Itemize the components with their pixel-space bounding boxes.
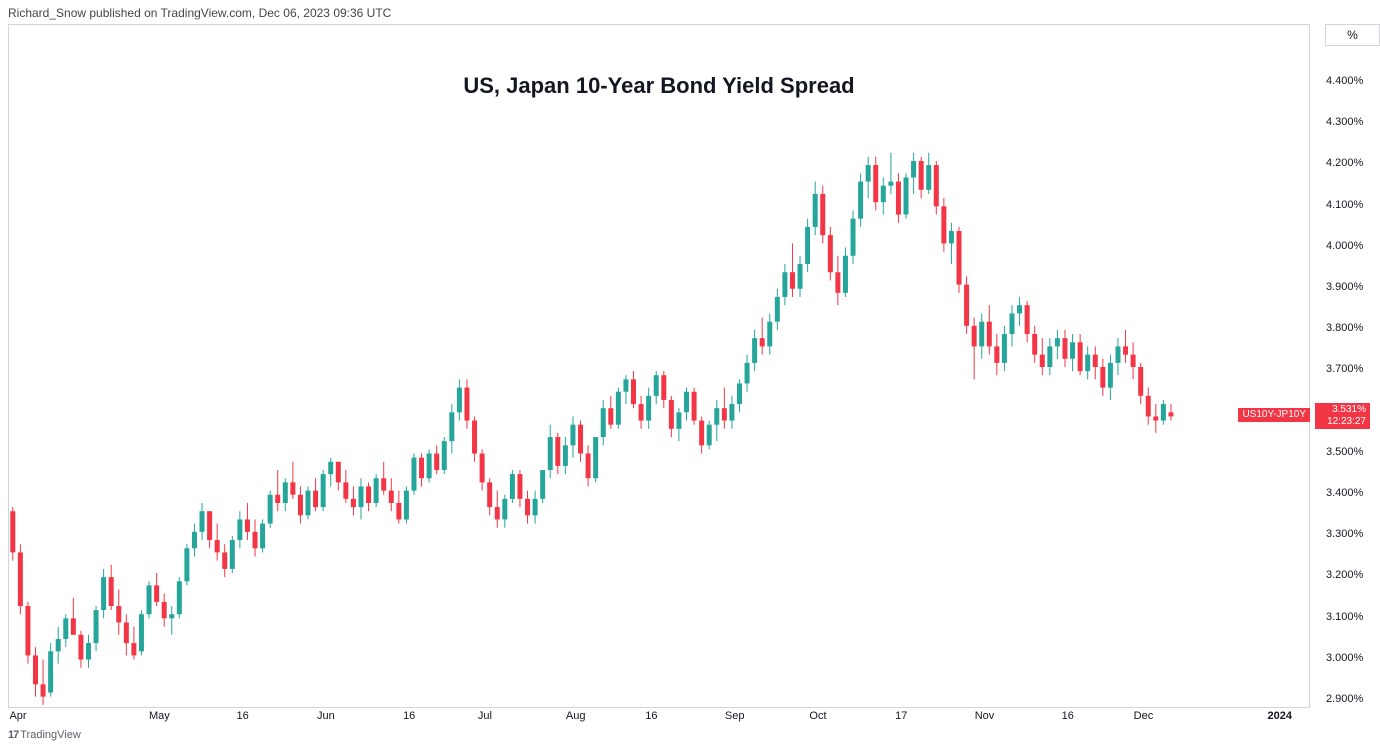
tradingview-logo-icon: 17 (8, 729, 18, 741)
y-axis-tick: 4.300% (1326, 116, 1363, 128)
y-axis-tick: 3.900% (1326, 281, 1363, 293)
y-axis-tick: 3.200% (1326, 569, 1363, 581)
publish-info: Richard_Snow published on TradingView.co… (8, 6, 391, 20)
x-axis-tick: 16 (237, 710, 249, 722)
price-flag-symbol: US10Y-JP10Y (1238, 408, 1310, 422)
x-axis-tick: Aug (566, 710, 586, 722)
x-axis-tick: Jun (317, 710, 335, 722)
price-flag-value: 3.531% 12:23:27 (1315, 403, 1370, 429)
tradingview-watermark-text: TradingView (20, 729, 81, 741)
y-axis-tick: 4.400% (1326, 75, 1363, 87)
x-axis[interactable]: Apr May 16 Jun 16 Jul Aug 16 Sep Oct 17 Nov 16 Dec 202… (8, 710, 1310, 726)
y-axis-tick: 3.500% (1326, 446, 1363, 458)
price-flag-countdown: 12:23:27 (1319, 416, 1366, 428)
y-axis-tick: 2.900% (1326, 693, 1363, 705)
x-axis-tick: 16 (645, 710, 657, 722)
y-axis[interactable]: % 2.900% 3.000% 3.100% 3.200% 3.300% 3.400% 3.… (1320, 24, 1380, 724)
x-axis-tick: Sep (725, 710, 745, 722)
x-axis-tick: Dec (1134, 710, 1154, 722)
x-axis-tick: Apr (9, 710, 26, 722)
candlestick-series (9, 25, 1311, 709)
x-axis-tick: Oct (809, 710, 826, 722)
x-axis-tick: May (149, 710, 170, 722)
x-axis-tick: Jul (478, 710, 492, 722)
y-axis-unit-label: % (1325, 24, 1380, 46)
x-axis-tick: 2024 (1267, 710, 1291, 722)
y-axis-tick: 4.200% (1326, 157, 1363, 169)
y-axis-tick: 3.800% (1326, 322, 1363, 334)
y-axis-tick: 4.100% (1326, 199, 1363, 211)
y-axis-tick: 3.700% (1326, 363, 1363, 375)
y-axis-tick: 3.100% (1326, 611, 1363, 623)
x-axis-tick: 17 (895, 710, 907, 722)
price-flag-value-text: 3.531% (1319, 404, 1366, 416)
x-axis-tick: 16 (403, 710, 415, 722)
y-axis-tick: 3.300% (1326, 528, 1363, 540)
x-axis-tick: Nov (975, 710, 995, 722)
x-axis-tick: 16 (1062, 710, 1074, 722)
y-axis-tick: 3.000% (1326, 652, 1363, 664)
tradingview-watermark: 17TradingView (8, 729, 81, 741)
y-axis-tick: 3.400% (1326, 487, 1363, 499)
y-axis-tick: 4.000% (1326, 240, 1363, 252)
chart-plot-area[interactable]: US, Japan 10-Year Bond Yield Spread (8, 24, 1310, 708)
tradingview-chart-screenshot: { "publish": { "author": "Richard_Snow",… (0, 0, 1380, 747)
